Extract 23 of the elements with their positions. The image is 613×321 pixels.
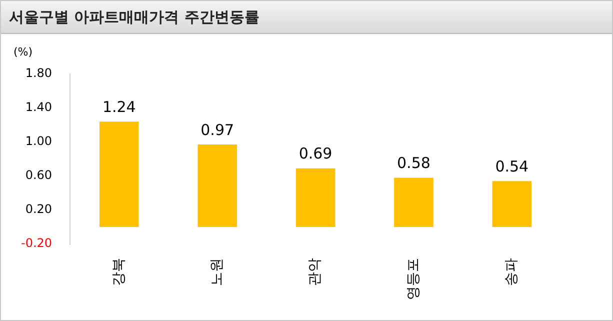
bar [296,168,336,227]
x-tick-label: 관악 [307,258,324,286]
x-tick-label: 영등포 [405,258,422,300]
y-tick-label: 1.00 [25,134,52,148]
y-tick-label: 0.60 [25,168,52,182]
data-label: 0.97 [200,120,234,139]
data-label: 0.58 [397,154,430,172]
y-tick-label: 0.20 [25,202,52,216]
y-axis-title: (%) [13,45,33,58]
x-tick-label: 강북 [110,258,127,286]
y-tick-label: 1.40 [25,100,52,114]
y-tick-label: 1.80 [25,66,52,80]
y-tick-label: -0.20 [20,236,52,250]
chart-title: 서울구별 아파트매매가격 주간변동률 [9,8,260,26]
bar [492,181,532,227]
bar [198,144,237,227]
data-label: 0.54 [495,157,529,176]
bar [100,122,139,227]
data-label: 1.24 [102,98,136,116]
data-label: 0.69 [298,144,332,163]
x-tick-label: 송파 [504,258,520,286]
bar [394,178,434,227]
x-tick-label: 노원 [208,258,225,286]
